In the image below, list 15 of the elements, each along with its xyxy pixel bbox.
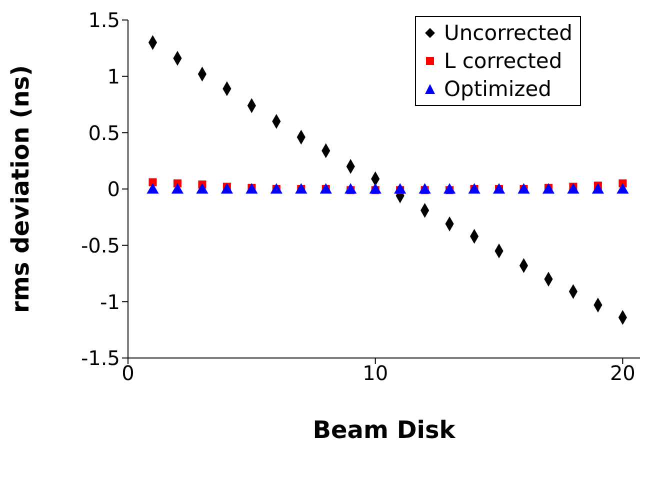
x-tick-label: 20: [610, 361, 636, 386]
y-tick-label: -1.5: [80, 346, 120, 370]
y-tick-label: 1: [107, 64, 120, 88]
y-tick-label: 0: [107, 177, 120, 202]
x-axis-title: Beam Disk: [312, 416, 456, 444]
x-tick-label: 10: [362, 361, 388, 386]
y-tick-label: -0.5: [80, 233, 120, 258]
y-tick-label: 1.5: [88, 8, 120, 32]
legend-label: Optimized: [444, 76, 552, 103]
y-axis-title: rms deviation (ns): [6, 65, 35, 313]
legend-label: Uncorrected: [444, 20, 572, 47]
legend-label: L corrected: [444, 48, 562, 75]
y-tick-label: -1: [100, 290, 120, 314]
point: [148, 178, 157, 186]
y-tick-label: 0.5: [88, 120, 120, 145]
